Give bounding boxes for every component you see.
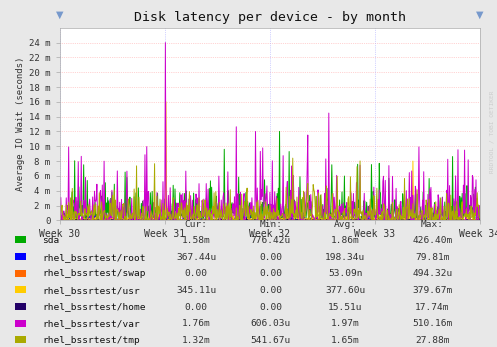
Text: 494.32u: 494.32u: [413, 269, 452, 278]
Text: 17.74m: 17.74m: [415, 303, 450, 312]
Text: 776.42u: 776.42u: [251, 236, 291, 245]
Text: 510.16m: 510.16m: [413, 319, 452, 328]
Text: RRDTOOL / TOBI OETIKER: RRDTOOL / TOBI OETIKER: [490, 91, 495, 173]
Text: 1.76m: 1.76m: [182, 319, 211, 328]
Text: 198.34u: 198.34u: [326, 253, 365, 262]
Text: 0.00: 0.00: [185, 303, 208, 312]
Text: 1.32m: 1.32m: [182, 336, 211, 345]
Text: rhel_bssrtest/usr: rhel_bssrtest/usr: [42, 286, 140, 295]
Text: 79.81m: 79.81m: [415, 253, 450, 262]
Text: Cur:: Cur:: [185, 220, 208, 229]
Text: 345.11u: 345.11u: [176, 286, 216, 295]
Text: 0.00: 0.00: [259, 286, 282, 295]
Text: rhel_bssrtest/var: rhel_bssrtest/var: [42, 319, 140, 328]
Text: rhel_bssrtest/root: rhel_bssrtest/root: [42, 253, 146, 262]
Text: 379.67m: 379.67m: [413, 286, 452, 295]
Text: 0.00: 0.00: [185, 269, 208, 278]
Text: 377.60u: 377.60u: [326, 286, 365, 295]
Text: 0.00: 0.00: [259, 253, 282, 262]
Text: ▼: ▼: [476, 10, 484, 20]
Text: 606.03u: 606.03u: [251, 319, 291, 328]
Text: 0.00: 0.00: [259, 269, 282, 278]
Text: 1.65m: 1.65m: [331, 336, 360, 345]
Text: 1.58m: 1.58m: [182, 236, 211, 245]
Text: 27.88m: 27.88m: [415, 336, 450, 345]
Text: rhel_bssrtest/swap: rhel_bssrtest/swap: [42, 269, 146, 278]
Text: 367.44u: 367.44u: [176, 253, 216, 262]
Text: ▼: ▼: [56, 10, 64, 20]
Text: rhel_bssrtest/tmp: rhel_bssrtest/tmp: [42, 336, 140, 345]
Text: 1.86m: 1.86m: [331, 236, 360, 245]
Text: 1.97m: 1.97m: [331, 319, 360, 328]
Text: rhel_bssrtest/home: rhel_bssrtest/home: [42, 303, 146, 312]
Title: Disk latency per device - by month: Disk latency per device - by month: [134, 11, 406, 24]
Text: 15.51u: 15.51u: [328, 303, 363, 312]
Text: 426.40m: 426.40m: [413, 236, 452, 245]
Text: 541.67u: 541.67u: [251, 336, 291, 345]
Y-axis label: Average IO Wait (seconds): Average IO Wait (seconds): [16, 57, 25, 191]
Text: sda: sda: [42, 236, 60, 245]
Text: Max:: Max:: [421, 220, 444, 229]
Text: Min:: Min:: [259, 220, 282, 229]
Text: 0.00: 0.00: [259, 303, 282, 312]
Text: Avg:: Avg:: [334, 220, 357, 229]
Text: 53.09n: 53.09n: [328, 269, 363, 278]
